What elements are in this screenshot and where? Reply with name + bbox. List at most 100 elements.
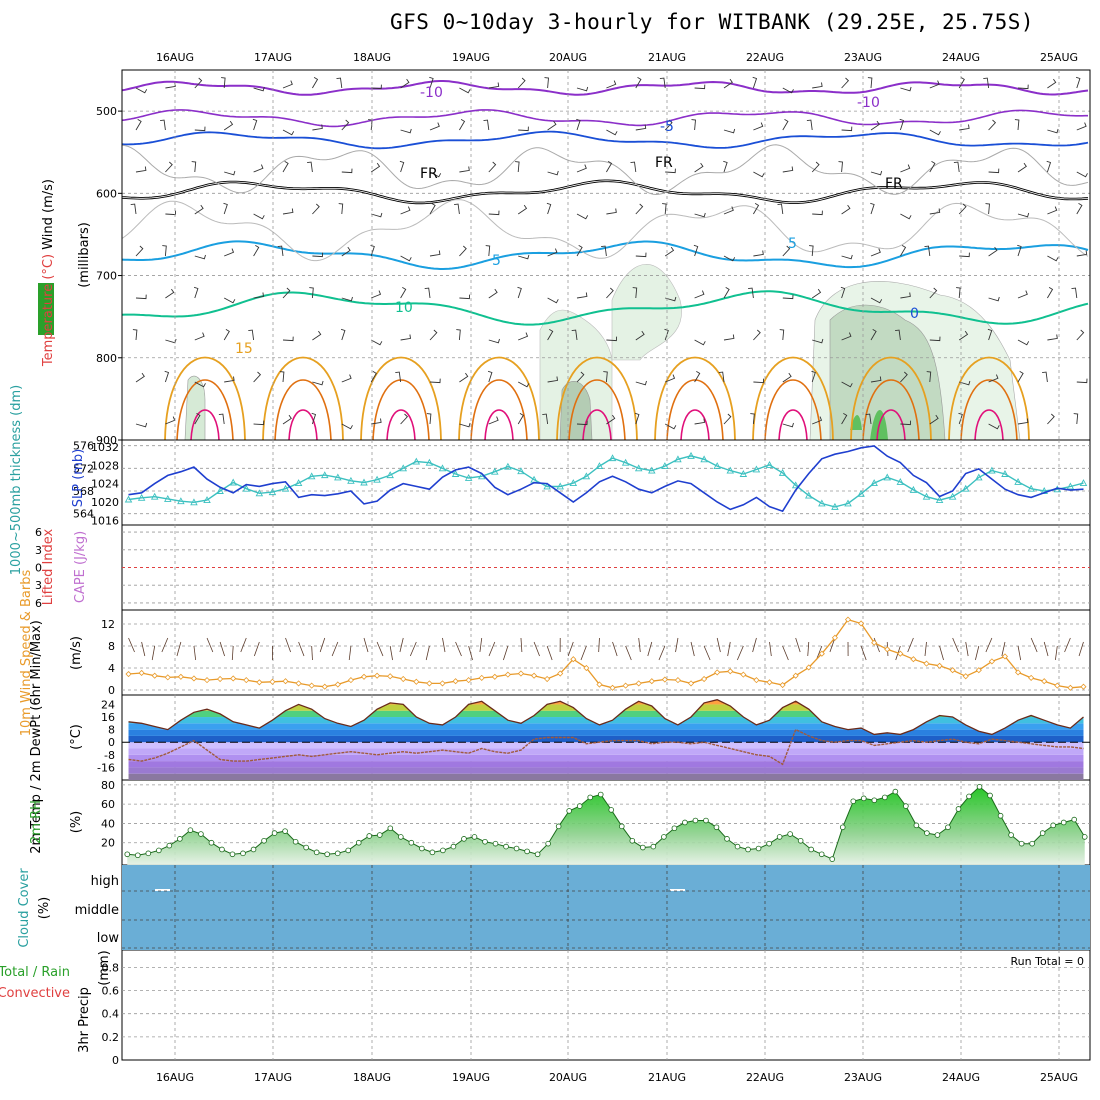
wind-speed-point bbox=[504, 671, 511, 678]
wind-speed-point bbox=[544, 675, 551, 683]
wind-barb bbox=[533, 641, 540, 657]
thickness-point bbox=[1027, 484, 1035, 492]
wind-barb bbox=[312, 252, 324, 258]
rh-point bbox=[261, 837, 267, 844]
ytick-precip: 0.2 bbox=[102, 1031, 120, 1044]
contour-label: FR bbox=[885, 176, 903, 192]
wind-barb bbox=[635, 252, 647, 258]
wind-speed-point bbox=[347, 677, 354, 684]
wind-barb bbox=[224, 170, 236, 176]
wind-barb bbox=[1017, 290, 1028, 299]
wind-barb bbox=[338, 203, 344, 215]
rh-point bbox=[492, 840, 499, 847]
wind-barb bbox=[988, 168, 1000, 174]
wind-barb bbox=[165, 82, 176, 89]
wind-barb bbox=[716, 637, 721, 653]
wind-barb bbox=[870, 376, 882, 383]
thickness-point bbox=[360, 478, 368, 486]
wind-barb bbox=[870, 202, 875, 215]
date-label-top: 24AUG bbox=[942, 51, 980, 64]
wind-barb bbox=[1017, 162, 1027, 173]
temperature-band bbox=[128, 761, 1084, 768]
temperature-band bbox=[128, 735, 1084, 743]
wind-barb bbox=[194, 204, 204, 215]
date-label-bottom: 22AUG bbox=[746, 1071, 784, 1084]
thickness-point bbox=[543, 482, 551, 490]
panel-frame bbox=[121, 949, 1091, 1061]
temp-contour-25 bbox=[288, 409, 318, 441]
temp-contour-25 bbox=[778, 409, 808, 441]
wind-barb bbox=[483, 119, 490, 131]
wind-barb bbox=[1075, 76, 1081, 89]
ylabel-wind-units: (m/s) bbox=[69, 636, 84, 670]
wind-barb bbox=[454, 203, 460, 215]
wind-barb bbox=[282, 336, 294, 342]
wind-speed-point bbox=[1028, 674, 1035, 681]
date-label-top: 23AUG bbox=[844, 51, 882, 64]
temp-contour-20 bbox=[372, 379, 430, 441]
wind-barb bbox=[312, 124, 323, 131]
wind-barb bbox=[958, 203, 967, 215]
wind-barb bbox=[606, 129, 618, 136]
wind-barb bbox=[638, 637, 641, 653]
wind-speed-point bbox=[674, 677, 682, 684]
ytick-rh: 20 bbox=[101, 837, 115, 850]
ytick-precip: 0 bbox=[112, 1054, 119, 1067]
wind-barb bbox=[1047, 413, 1055, 425]
rh-point bbox=[724, 836, 730, 842]
wind-speed-point bbox=[269, 678, 276, 685]
temp-contour-15 bbox=[164, 356, 246, 441]
rh-point bbox=[682, 819, 688, 826]
freezing-level-contour bbox=[121, 179, 1089, 205]
wind-barb bbox=[1047, 78, 1057, 89]
rh-point bbox=[934, 832, 941, 838]
wind-barb bbox=[694, 339, 706, 346]
wind-barb bbox=[664, 119, 673, 131]
temperature-band bbox=[128, 767, 1084, 774]
wind-barb bbox=[576, 420, 588, 426]
wind-barb bbox=[926, 371, 932, 383]
wind-barb bbox=[694, 212, 706, 218]
wind-barb bbox=[307, 161, 313, 173]
wind-barb bbox=[520, 637, 523, 653]
wind-barb bbox=[606, 161, 613, 173]
thickness-point bbox=[438, 464, 447, 472]
wind-barb bbox=[752, 637, 757, 653]
wind-speed-point bbox=[831, 634, 838, 641]
wind-barb bbox=[1076, 122, 1087, 131]
thickness-point bbox=[491, 467, 499, 475]
wind-barb bbox=[606, 208, 617, 215]
wind-barb bbox=[542, 413, 549, 425]
wind-barb bbox=[782, 294, 794, 300]
wind-barb bbox=[503, 645, 509, 661]
wind-barb bbox=[606, 414, 616, 425]
ytick-temperature: 8 bbox=[108, 724, 115, 737]
ylabel-lifted-index: Lifted Index bbox=[41, 528, 56, 605]
wind-barb bbox=[1017, 212, 1030, 218]
wind-barb bbox=[723, 255, 736, 262]
wind-barb bbox=[782, 245, 791, 257]
thickness-point bbox=[569, 479, 578, 487]
ylabel-thickness: 1000~500mb thickness (dm) bbox=[9, 385, 24, 575]
wind-speed-point bbox=[844, 616, 852, 623]
wind-barb bbox=[312, 380, 324, 386]
ytick-lifted-index: 6 bbox=[35, 526, 42, 539]
temperature-band bbox=[128, 704, 1084, 711]
thickness-point bbox=[399, 464, 408, 472]
wind-barb bbox=[459, 245, 467, 257]
wind-barb bbox=[1047, 206, 1058, 215]
wind-barb bbox=[752, 76, 758, 89]
wind-speed-point bbox=[138, 669, 145, 677]
wind-barb bbox=[867, 77, 873, 89]
rh-point bbox=[387, 825, 394, 832]
wind-barb bbox=[809, 245, 814, 257]
temp-contour-20 bbox=[176, 379, 234, 441]
rh-point bbox=[661, 834, 667, 840]
ytick-rh: 80 bbox=[101, 779, 115, 792]
wind-barb bbox=[517, 204, 528, 215]
wind-barb bbox=[370, 339, 383, 346]
wind-barb bbox=[723, 334, 735, 341]
wind-barb bbox=[567, 641, 574, 657]
rh-point bbox=[808, 846, 814, 853]
wind-barb bbox=[135, 119, 142, 131]
